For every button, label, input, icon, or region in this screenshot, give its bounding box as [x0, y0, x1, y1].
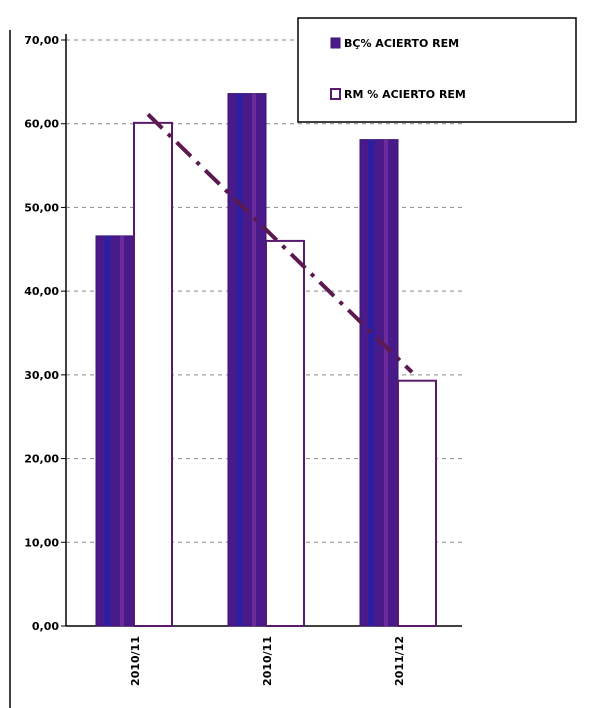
bar-bc-1: [227, 93, 267, 627]
bar-rm-1: [265, 239, 305, 628]
y-tick-label: 40,00: [24, 285, 59, 298]
bar-bc-2: [359, 139, 399, 627]
bars: [95, 93, 437, 628]
x-tick-labels: 2010/11 2010/11 2011/12: [129, 636, 406, 686]
legend-box: [297, 17, 577, 123]
bar-bc-highlight-1: [252, 93, 256, 626]
bar-rm-0: [133, 121, 173, 628]
y-tick-label: 70,00: [24, 34, 59, 47]
y-tick-label: 50,00: [24, 201, 59, 214]
x-tick-label: 2010/11: [129, 636, 142, 686]
bar-bc-stripe-0: [104, 235, 111, 627]
bar-bc-stripe-2: [368, 139, 375, 626]
y-tick-label: 60,00: [24, 118, 59, 131]
y-tick-label: 20,00: [24, 453, 59, 466]
bar-bc-highlight-2: [384, 139, 388, 626]
legend-label-bc: BÇ% ACIERTO REM: [344, 37, 459, 50]
bar-bc-stripe-1: [236, 93, 243, 626]
legend-swatch-rm: [330, 88, 341, 100]
legend-label-rm: RM % ACIERTO REM: [344, 88, 466, 101]
bar-rm-2: [397, 379, 437, 627]
bar-bc-0: [95, 235, 135, 627]
y-tick-label: 0,00: [32, 620, 59, 633]
legend: BÇ% ACIERTO REM RM % ACIERTO REM: [297, 17, 577, 123]
y-tick-label: 10,00: [24, 536, 59, 549]
y-tick-label: 30,00: [24, 369, 59, 382]
x-tick-label: 2010/11: [261, 636, 274, 686]
x-tick-label: 2011/12: [393, 636, 406, 686]
legend-swatch-bc: [330, 37, 341, 49]
y-tick-labels: 0,00 10,00 20,00 30,00 40,00 50,00 60,00 70,00: [24, 34, 59, 633]
bar-bc-highlight-0: [120, 235, 124, 627]
